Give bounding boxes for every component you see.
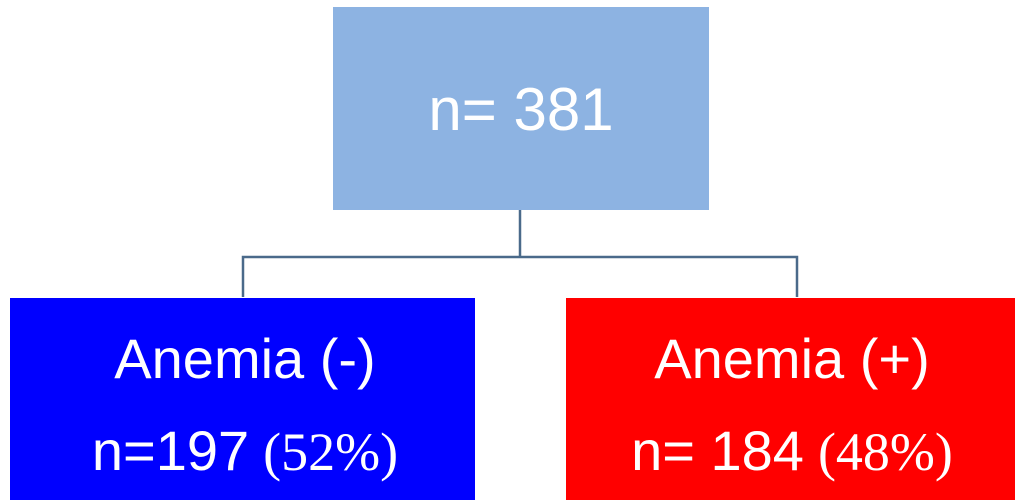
node-count: n= 184 (48%)	[631, 419, 953, 483]
percent: (48%)	[818, 422, 953, 482]
node-box	[10, 298, 475, 500]
root-label: n= 381	[428, 76, 613, 143]
root-box	[333, 7, 709, 210]
percent: (52%)	[263, 422, 398, 482]
connector	[241, 255, 799, 297]
node-count: n=197 (52%)	[92, 419, 398, 483]
node-label: Anemia (-)	[114, 327, 375, 390]
node-box	[566, 298, 1015, 500]
count: n= 184	[631, 419, 804, 482]
count: n=197	[92, 419, 249, 482]
node-label: Anemia (+)	[654, 327, 929, 390]
